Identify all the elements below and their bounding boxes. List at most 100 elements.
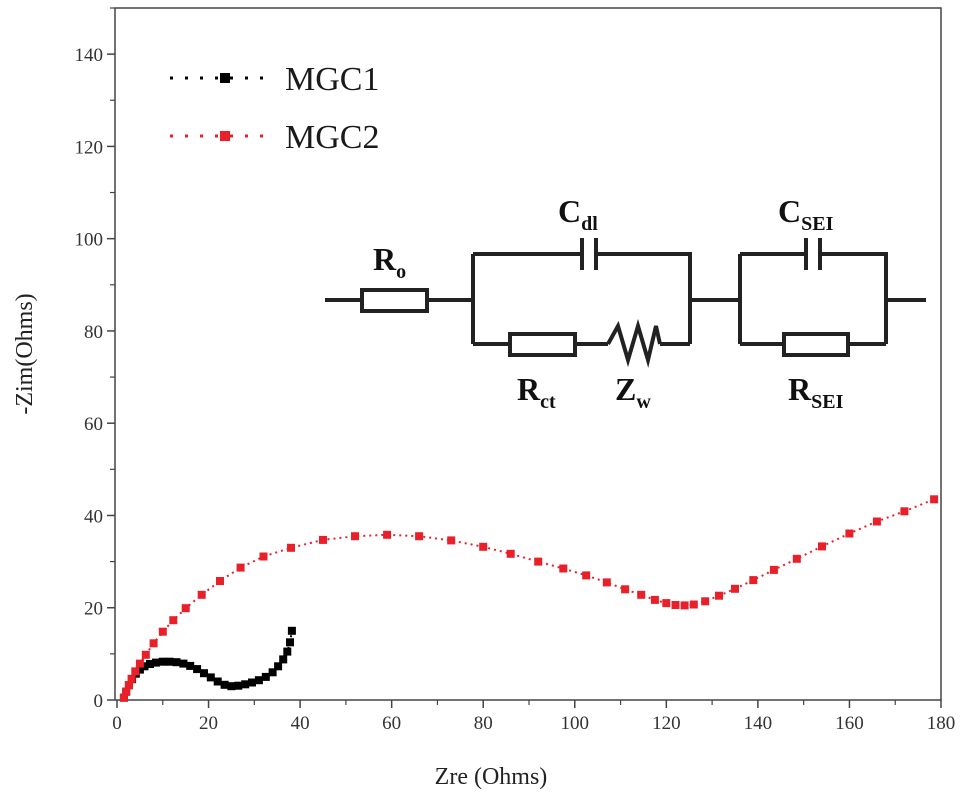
data-point-mgc2 xyxy=(158,627,167,636)
data-point-mgc1 xyxy=(274,662,283,671)
data-point-mgc2 xyxy=(236,563,245,572)
y-tick-label: 0 xyxy=(94,691,104,712)
data-point-mgc2 xyxy=(181,604,190,613)
data-point-mgc2 xyxy=(818,542,826,551)
data-point-mgc1 xyxy=(287,626,296,635)
data-point-mgc2 xyxy=(287,543,295,552)
data-point-mgc2 xyxy=(447,536,456,545)
data-point-mgc1 xyxy=(254,676,263,685)
x-tick-label: 80 xyxy=(474,713,493,734)
data-point-mgc1 xyxy=(283,647,292,656)
label-r0: Ro xyxy=(373,241,406,283)
data-point-mgc1 xyxy=(140,662,149,671)
x-tick-label: 60 xyxy=(382,713,401,734)
data-point-mgc2 xyxy=(197,590,206,599)
data-point-mgc2 xyxy=(169,616,178,625)
legend-label-mgc2: MGC2 xyxy=(285,119,379,156)
x-tick-label: 100 xyxy=(561,713,590,734)
label-rsei: RSEI xyxy=(788,371,844,413)
label-cdl: Cdl xyxy=(558,193,598,235)
axis-ticks xyxy=(107,7,942,708)
series-layer xyxy=(119,495,939,702)
y-tick-label: 80 xyxy=(84,322,103,343)
x-tick-label: 120 xyxy=(652,713,681,734)
data-point-mgc1 xyxy=(206,673,215,682)
series-line-mgc2 xyxy=(122,498,935,699)
data-point-mgc1 xyxy=(227,682,236,691)
data-point-mgc2 xyxy=(715,591,723,600)
equivalent-circuit xyxy=(325,238,926,368)
label-csei: CSEI xyxy=(778,193,834,235)
data-point-mgc2 xyxy=(900,507,909,516)
data-point-mgc1 xyxy=(213,677,222,686)
resistor-rsei xyxy=(782,332,850,357)
data-point-mgc2 xyxy=(689,600,698,609)
x-tick-label: 140 xyxy=(744,713,773,734)
data-point-mgc2 xyxy=(479,542,488,551)
data-point-mgc1 xyxy=(135,665,144,674)
legend-label-mgc1: MGC1 xyxy=(285,61,379,98)
data-point-mgc2 xyxy=(351,532,359,541)
circuit-branch-2-frame xyxy=(738,252,888,346)
data-point-mgc2 xyxy=(135,659,144,668)
data-point-mgc1 xyxy=(200,669,208,678)
data-point-mgc2 xyxy=(602,578,611,587)
data-point-mgc2 xyxy=(680,601,689,610)
data-point-mgc1 xyxy=(268,668,277,677)
data-point-mgc1 xyxy=(286,638,294,647)
warburg-zw xyxy=(606,318,662,368)
data-point-mgc1 xyxy=(172,658,181,667)
data-point-mgc2 xyxy=(127,674,136,683)
data-point-mgc2 xyxy=(769,565,778,574)
data-point-mgc1 xyxy=(146,660,154,668)
legend: MGC1 MGC2 xyxy=(170,61,379,156)
label-rct: Rct xyxy=(517,371,556,413)
data-point-mgc1 xyxy=(165,657,174,666)
plot-frame xyxy=(114,7,942,701)
y-tick-label: 120 xyxy=(75,137,104,158)
data-point-mgc2 xyxy=(383,530,392,539)
data-point-mgc2 xyxy=(131,667,140,676)
data-point-mgc2 xyxy=(637,590,646,599)
data-point-mgc2 xyxy=(259,552,268,561)
x-tick-label: 160 xyxy=(835,713,864,734)
y-tick-label: 100 xyxy=(75,230,104,251)
x-axis-title: Zre (Ohms) xyxy=(435,764,548,790)
data-point-mgc1 xyxy=(179,659,188,668)
legend-marker-mgc1 xyxy=(220,73,230,83)
legend-item-mgc1: MGC1 xyxy=(170,61,379,98)
x-tick-label: 20 xyxy=(199,713,218,734)
label-zw: Zw xyxy=(615,371,651,413)
y-tick-label: 140 xyxy=(75,45,104,66)
data-point-mgc1 xyxy=(158,657,167,666)
data-point-mgc2 xyxy=(872,517,881,526)
data-point-mgc2 xyxy=(582,571,591,580)
data-point-mgc1 xyxy=(241,680,250,689)
legend-item-mgc2: MGC2 xyxy=(170,119,379,156)
data-point-mgc2 xyxy=(216,577,224,585)
data-point-mgc2 xyxy=(319,535,327,544)
data-point-mgc2 xyxy=(124,681,133,690)
data-point-mgc1 xyxy=(151,658,160,667)
data-point-mgc2 xyxy=(559,564,568,573)
data-point-mgc1 xyxy=(186,661,195,670)
data-point-mgc2 xyxy=(701,597,710,606)
y-tick-label: 60 xyxy=(84,414,103,435)
data-point-mgc2 xyxy=(621,585,630,594)
data-point-mgc1 xyxy=(248,678,256,687)
x-tick-label: 0 xyxy=(112,713,122,734)
data-point-mgc1 xyxy=(193,665,202,674)
data-point-mgc2 xyxy=(662,599,671,608)
data-point-mgc2 xyxy=(122,687,131,696)
data-point-mgc2 xyxy=(141,650,150,659)
data-point-mgc2 xyxy=(845,529,854,538)
series-mgc1 xyxy=(119,626,296,702)
data-point-mgc2 xyxy=(749,576,758,585)
data-point-mgc2 xyxy=(671,601,680,609)
data-point-mgc2 xyxy=(650,595,659,604)
data-point-mgc2 xyxy=(930,495,939,504)
resistor-rct xyxy=(508,332,577,357)
data-point-mgc2 xyxy=(792,554,801,563)
